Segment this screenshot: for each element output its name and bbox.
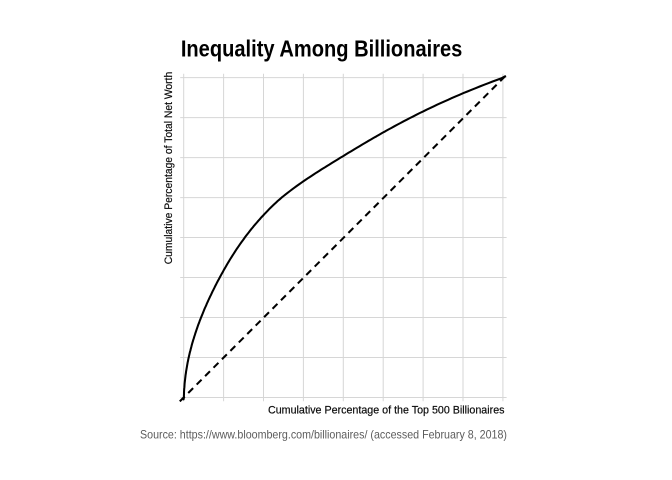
svg-text:Source: https://www.bloomberg.: Source: https://www.bloomberg.com/billio… — [140, 428, 507, 442]
svg-text:Cumulative Percentage of the T: Cumulative Percentage of the Top 500 Bil… — [268, 405, 505, 417]
svg-text:Cumulative Percentage of Total: Cumulative Percentage of Total Net Worth — [163, 72, 175, 265]
svg-text:Inequality Among Billionaires: Inequality Among Billionaires — [181, 36, 463, 62]
